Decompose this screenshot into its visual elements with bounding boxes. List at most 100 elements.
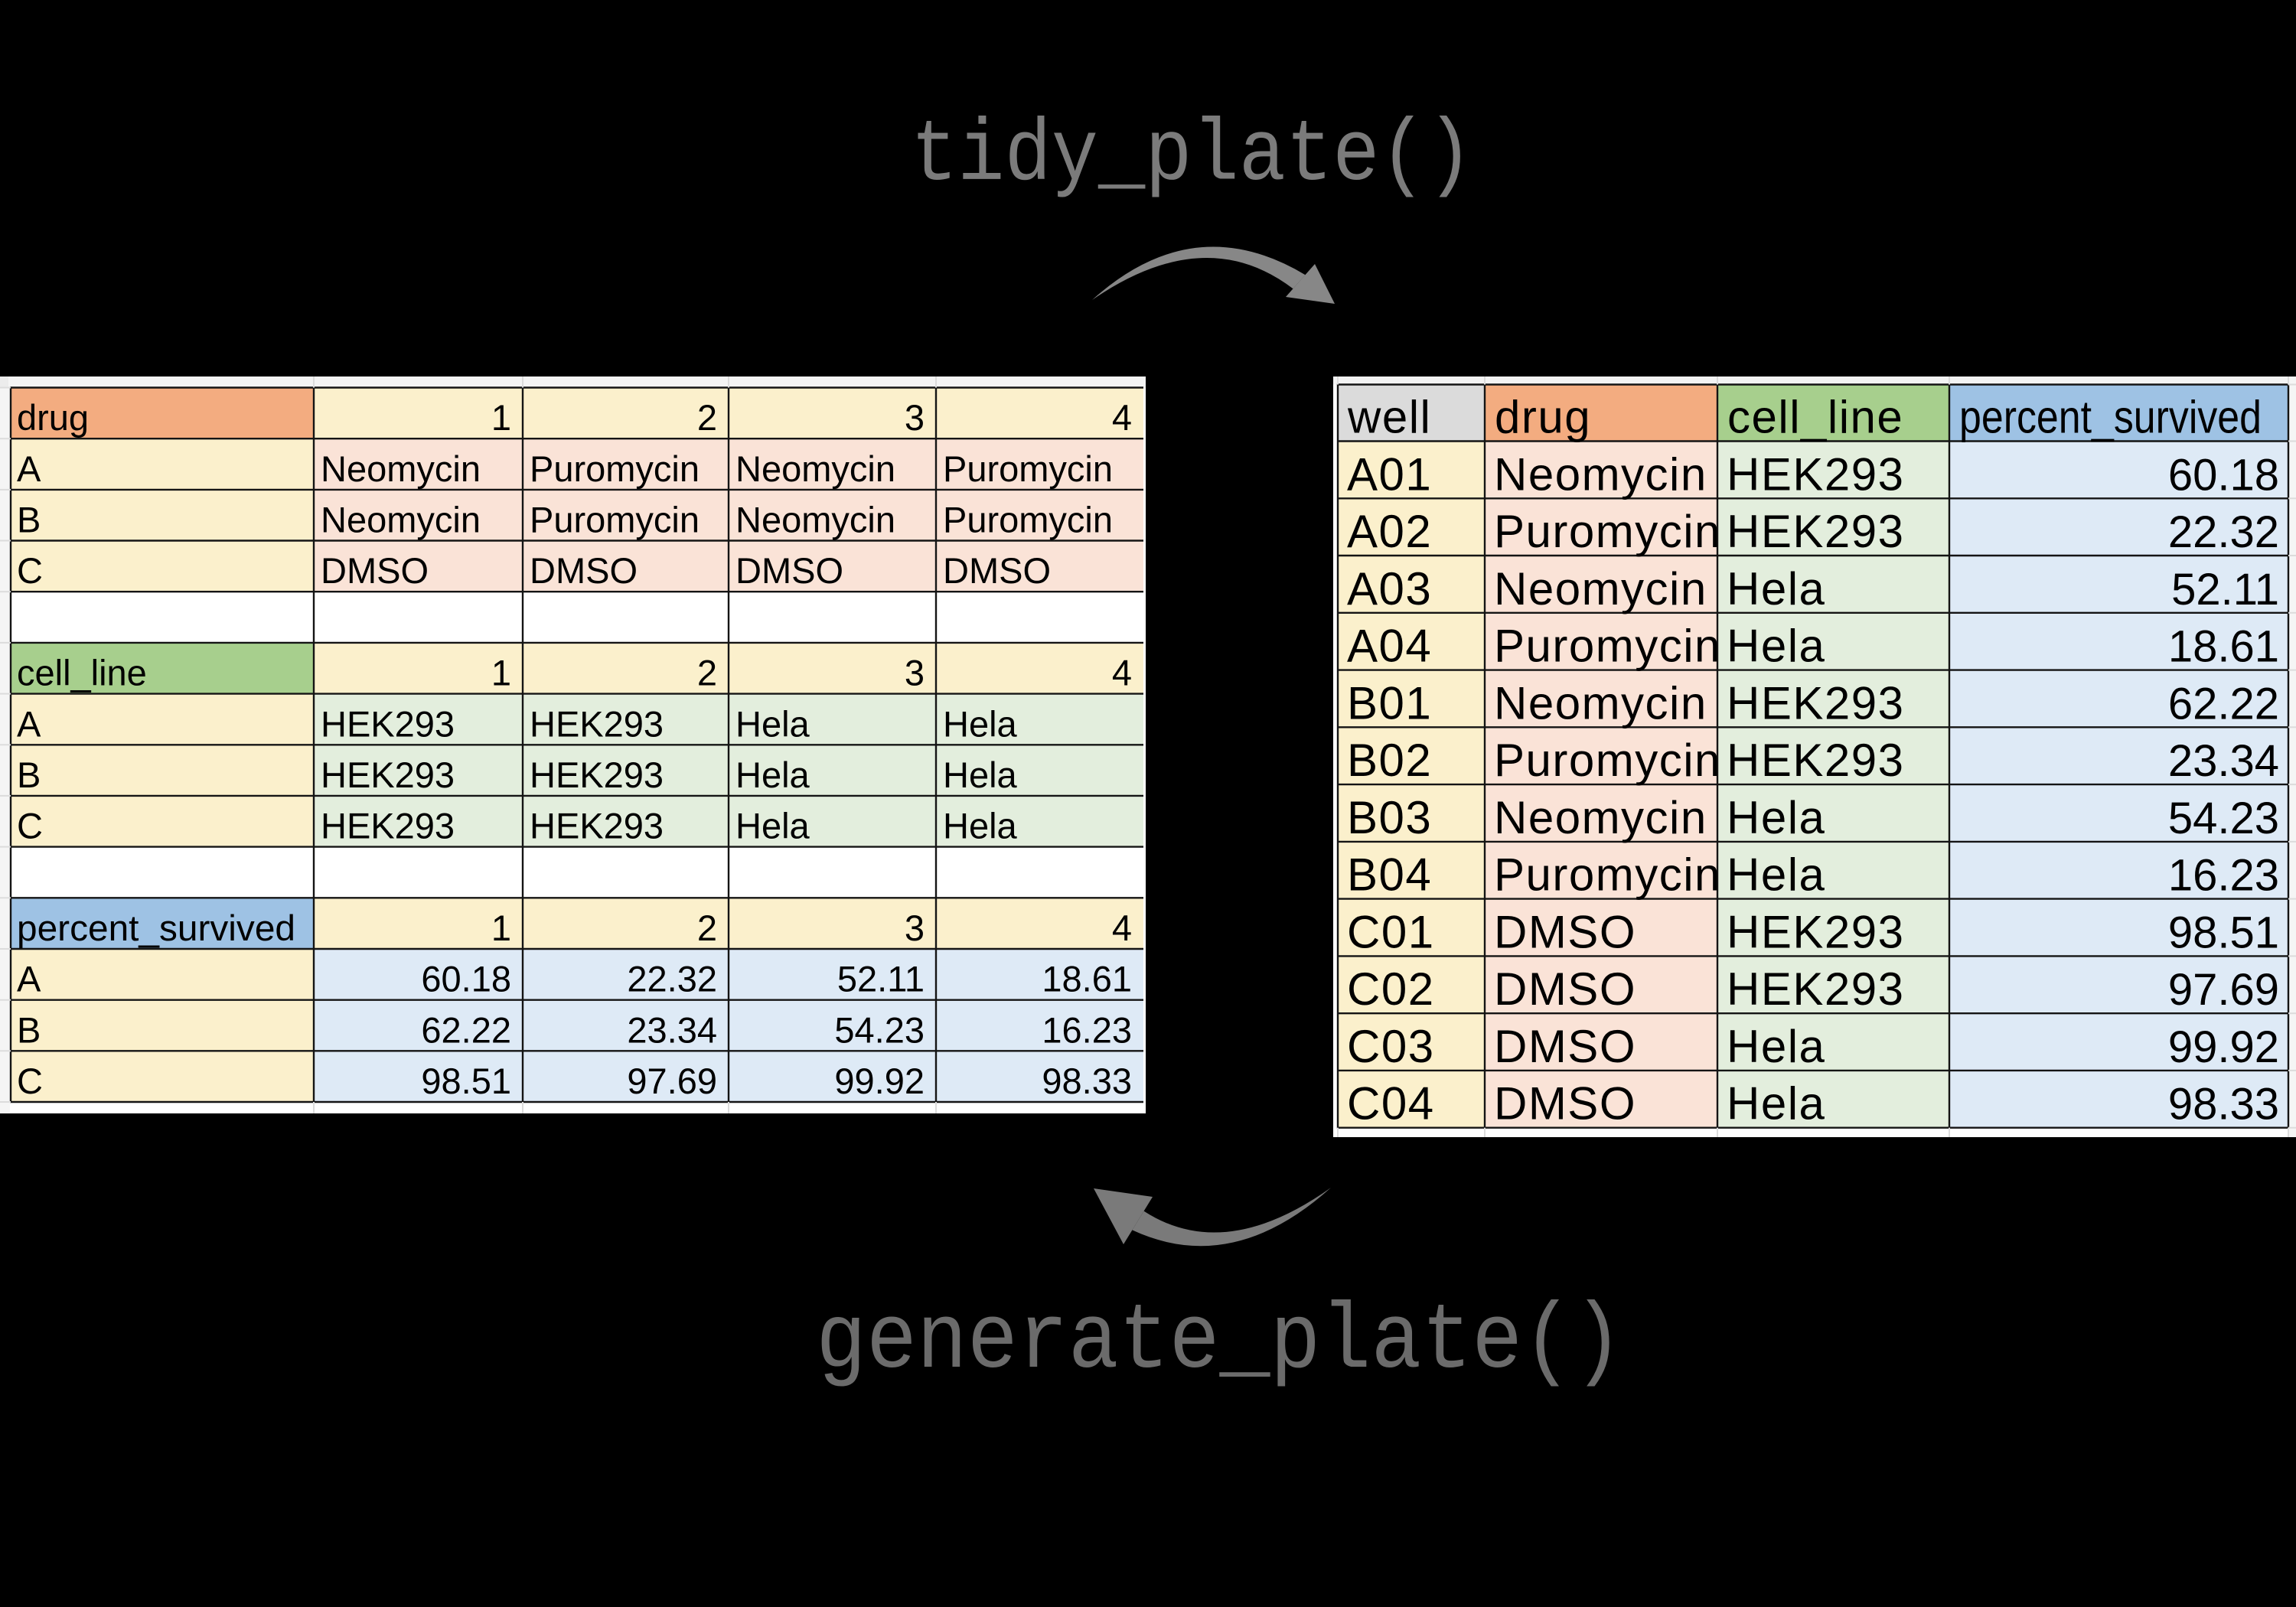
- svg-text:A03: A03: [1347, 563, 1432, 614]
- svg-text:60.18: 60.18: [421, 959, 511, 999]
- svg-text:cell_line: cell_line: [17, 653, 147, 693]
- svg-text:3: 3: [905, 653, 925, 693]
- svg-text:generate_plate(): generate_plate(): [816, 1289, 1623, 1395]
- svg-text:DMSO: DMSO: [321, 550, 429, 591]
- svg-text:98.33: 98.33: [1042, 1061, 1132, 1101]
- svg-text:2: 2: [697, 653, 717, 693]
- svg-text:23.34: 23.34: [627, 1009, 717, 1050]
- svg-text:Puromycin: Puromycin: [1494, 506, 1721, 557]
- svg-text:well: well: [1347, 392, 1431, 443]
- svg-text:drug: drug: [17, 397, 89, 438]
- svg-text:52.11: 52.11: [2171, 565, 2279, 614]
- svg-text:3: 3: [905, 908, 925, 948]
- svg-text:Neomycin: Neomycin: [1494, 448, 1707, 500]
- svg-text:22.32: 22.32: [627, 959, 717, 999]
- svg-text:B: B: [17, 755, 41, 795]
- svg-text:HEK293: HEK293: [1727, 448, 1904, 500]
- svg-text:HEK293: HEK293: [321, 755, 455, 795]
- svg-text:98.33: 98.33: [2168, 1080, 2279, 1129]
- svg-text:Hela: Hela: [1727, 1078, 1825, 1129]
- svg-text:2: 2: [697, 908, 717, 948]
- svg-text:HEK293: HEK293: [530, 703, 664, 744]
- svg-text:62.22: 62.22: [2168, 679, 2279, 729]
- svg-text:cell_line: cell_line: [1727, 392, 1903, 443]
- svg-text:98.51: 98.51: [2168, 908, 2279, 957]
- svg-text:C04: C04: [1347, 1078, 1435, 1129]
- svg-text:C03: C03: [1347, 1021, 1435, 1072]
- svg-text:B04: B04: [1347, 849, 1432, 901]
- svg-text:1: 1: [491, 397, 511, 438]
- svg-text:B: B: [17, 1009, 41, 1050]
- svg-text:Puromycin: Puromycin: [1494, 849, 1721, 901]
- svg-text:54.23: 54.23: [2168, 794, 2279, 843]
- svg-text:98.51: 98.51: [421, 1061, 511, 1101]
- svg-text:Hela: Hela: [1727, 563, 1825, 614]
- svg-text:Neomycin: Neomycin: [321, 448, 481, 489]
- svg-text:3: 3: [905, 397, 925, 438]
- svg-text:tidy_plate(): tidy_plate(): [911, 107, 1473, 206]
- svg-text:Hela: Hela: [735, 703, 810, 744]
- svg-text:HEK293: HEK293: [321, 806, 455, 846]
- svg-text:16.23: 16.23: [2168, 851, 2279, 901]
- svg-text:B01: B01: [1347, 677, 1432, 729]
- svg-text:HEK293: HEK293: [1727, 735, 1904, 786]
- svg-text:percent_survived: percent_survived: [17, 908, 295, 948]
- svg-text:DMSO: DMSO: [530, 550, 638, 591]
- svg-text:16.23: 16.23: [1042, 1009, 1132, 1050]
- svg-text:99.92: 99.92: [2168, 1022, 2279, 1072]
- svg-text:Hela: Hela: [735, 755, 810, 795]
- svg-text:C: C: [17, 806, 43, 846]
- svg-text:Hela: Hela: [1727, 849, 1825, 901]
- svg-text:HEK293: HEK293: [321, 703, 455, 744]
- svg-text:B02: B02: [1347, 735, 1432, 786]
- svg-text:4: 4: [1112, 908, 1132, 948]
- svg-text:60.18: 60.18: [2168, 450, 2279, 500]
- svg-text:A: A: [17, 703, 41, 744]
- svg-text:52.11: 52.11: [837, 959, 925, 999]
- svg-text:Neomycin: Neomycin: [1494, 677, 1707, 729]
- svg-text:97.69: 97.69: [2168, 965, 2279, 1015]
- svg-text:1: 1: [491, 908, 511, 948]
- svg-text:Puromycin: Puromycin: [530, 448, 700, 489]
- svg-text:62.22: 62.22: [421, 1009, 511, 1050]
- svg-text:Hela: Hela: [1727, 792, 1825, 843]
- svg-text:drug: drug: [1495, 392, 1591, 443]
- svg-text:DMSO: DMSO: [1494, 963, 1636, 1015]
- svg-text:99.92: 99.92: [834, 1061, 925, 1101]
- svg-text:percent_survived: percent_survived: [1959, 392, 2262, 443]
- svg-text:DMSO: DMSO: [735, 550, 843, 591]
- svg-text:HEK293: HEK293: [1727, 906, 1904, 957]
- svg-text:4: 4: [1112, 653, 1132, 693]
- svg-text:A: A: [17, 448, 41, 489]
- svg-text:18.61: 18.61: [1042, 959, 1132, 999]
- svg-text:A04: A04: [1347, 621, 1432, 672]
- svg-text:22.32: 22.32: [2168, 507, 2279, 557]
- svg-text:B: B: [17, 500, 41, 540]
- svg-text:18.61: 18.61: [2168, 622, 2279, 672]
- svg-text:Puromycin: Puromycin: [943, 448, 1113, 489]
- svg-text:DMSO: DMSO: [1494, 1021, 1636, 1072]
- svg-text:Hela: Hela: [943, 755, 1018, 795]
- svg-text:Neomycin: Neomycin: [321, 500, 481, 540]
- svg-text:C01: C01: [1347, 906, 1435, 957]
- svg-text:HEK293: HEK293: [530, 806, 664, 846]
- svg-text:Puromycin: Puromycin: [530, 500, 700, 540]
- svg-text:DMSO: DMSO: [1494, 1078, 1636, 1129]
- svg-text:Puromycin: Puromycin: [1494, 735, 1721, 786]
- svg-text:A01: A01: [1347, 448, 1432, 500]
- svg-text:C: C: [17, 1061, 43, 1101]
- svg-text:HEK293: HEK293: [1727, 963, 1904, 1015]
- svg-text:HEK293: HEK293: [1727, 506, 1904, 557]
- svg-text:DMSO: DMSO: [943, 550, 1051, 591]
- svg-text:A: A: [17, 959, 41, 999]
- svg-text:2: 2: [697, 397, 717, 438]
- svg-text:Neomycin: Neomycin: [1494, 563, 1707, 614]
- svg-text:Puromycin: Puromycin: [943, 500, 1113, 540]
- svg-text:DMSO: DMSO: [1494, 906, 1636, 957]
- svg-text:HEK293: HEK293: [530, 755, 664, 795]
- svg-text:4: 4: [1112, 397, 1132, 438]
- svg-text:Neomycin: Neomycin: [1494, 792, 1707, 843]
- svg-text:Puromycin: Puromycin: [1494, 621, 1721, 672]
- svg-text:1: 1: [491, 653, 511, 693]
- svg-text:97.69: 97.69: [627, 1061, 717, 1101]
